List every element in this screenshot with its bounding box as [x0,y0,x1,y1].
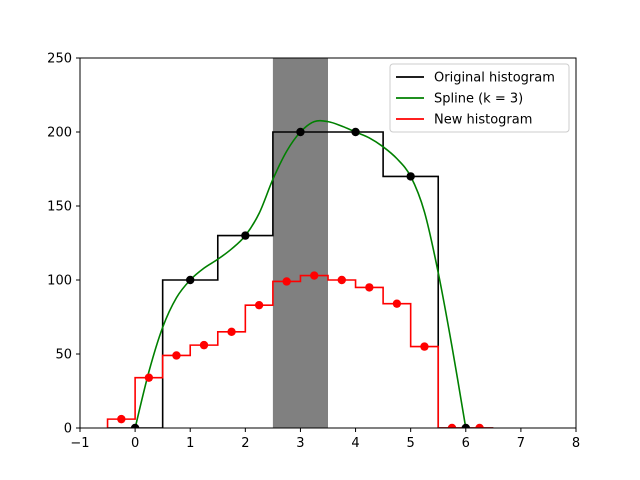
legend: Original histogram Spline (k = 3) New hist… [389,63,570,133]
x-tick-label: 3 [296,436,304,451]
x-tick-label: 7 [517,436,525,451]
shaded-region [272,58,328,428]
x-tick-label: −1 [70,436,89,451]
new-histogram-point [420,342,429,351]
y-tick-label: 200 [47,126,72,141]
legend-label: Spline (k = 3) [434,92,523,107]
legend-box [389,63,570,133]
x-tick-label: 5 [407,436,415,451]
new-histogram-point [365,283,374,292]
new-histogram-point [172,351,181,360]
new-histogram-point [199,340,209,350]
legend-label: New histogram [434,113,532,128]
y-tick-label: 150 [47,200,72,215]
x-tick-label: 0 [131,436,139,451]
series-layer [106,119,494,428]
new-histogram-point [117,414,126,424]
x-tick-label: 1 [186,436,194,451]
y-axis: 0 50 100 150 200 250 [47,52,80,437]
x-tick-label: 8 [572,436,580,451]
x-axis: −1 0 1 2 3 4 5 6 7 8 [70,428,580,451]
new-histogram-point [447,423,457,428]
x-tick-label: 2 [241,436,249,451]
original-histogram-point [130,423,140,428]
y-tick-label: 100 [47,274,72,289]
original-histogram-point [186,275,195,285]
x-tick-label: 4 [351,436,359,451]
new-histogram-point [144,373,154,382]
y-tick-label: 250 [47,52,72,67]
original-histogram-point [241,231,250,240]
shaded-region-layer [272,58,328,428]
original-histogram-point [461,423,470,428]
new-histogram-point [282,277,291,286]
original-histogram-line [107,131,494,428]
y-tick-label: 0 [64,422,72,437]
new-histogram-point [475,423,484,428]
legend-label: Original histogram [434,71,555,86]
new-histogram-point [227,327,236,336]
axes-frame [79,57,577,429]
plot-area [106,58,494,428]
original-histogram-point [296,127,305,137]
new-histogram-point [392,299,402,308]
original-histogram-point [351,127,360,137]
original-histogram-point [406,172,415,181]
new-histogram-point [254,300,264,310]
y-tick-label: 50 [55,348,72,363]
x-tick-label: 6 [462,436,470,451]
new-histogram-point [310,271,319,280]
new-histogram-point [337,275,346,285]
